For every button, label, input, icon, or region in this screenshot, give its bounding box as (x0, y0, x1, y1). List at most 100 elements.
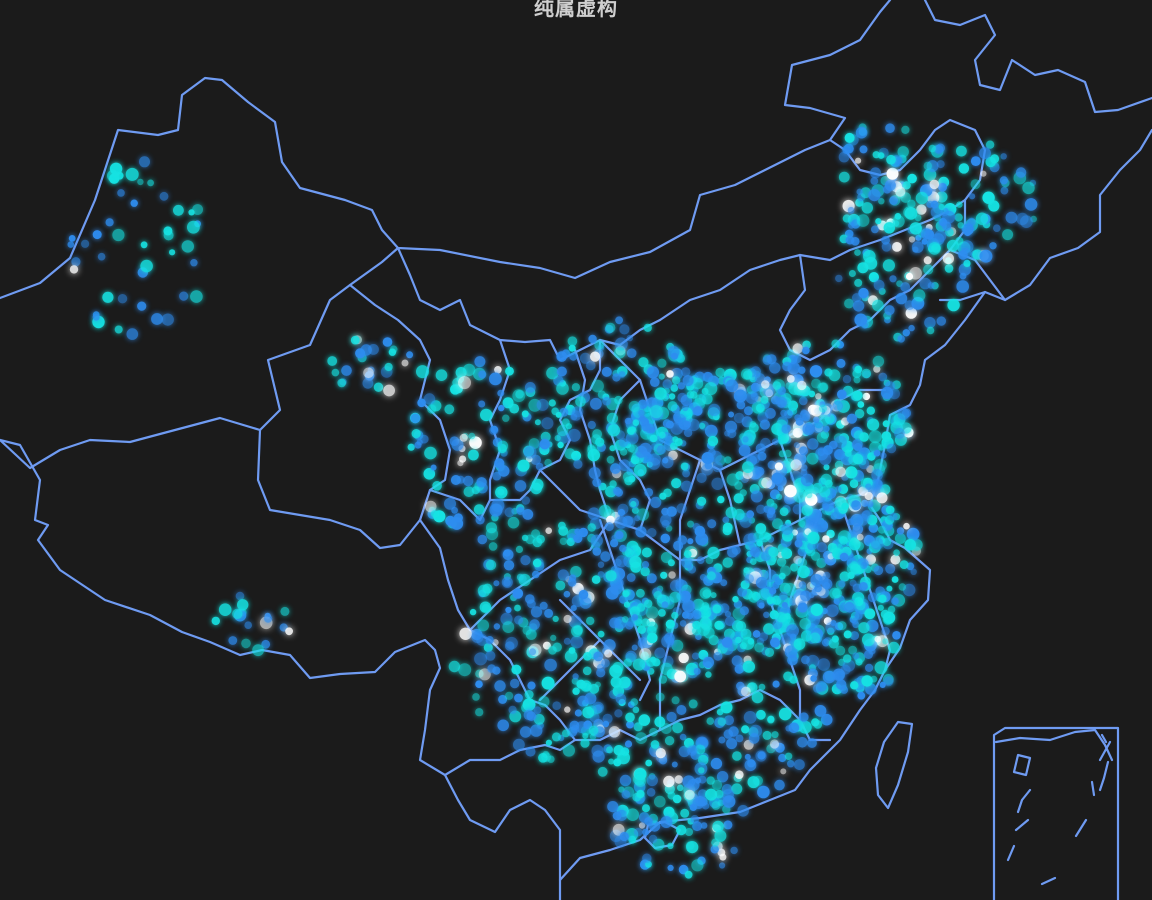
scatter-point (586, 360, 596, 371)
scatter-point (756, 709, 766, 720)
scatter-point (647, 625, 657, 636)
scatter-point (839, 552, 849, 562)
scatter-point (623, 601, 631, 608)
scatter-point (929, 179, 940, 190)
scatter-point (535, 462, 544, 471)
scatter-point (608, 758, 615, 765)
scatter-point (628, 400, 640, 412)
scatter-point (755, 523, 767, 534)
scatter-point (807, 542, 816, 551)
scatter-point (886, 154, 896, 165)
scatter-point (856, 188, 863, 195)
scatter-point (660, 723, 672, 734)
scatter-point (112, 228, 125, 242)
scatter-point (782, 361, 792, 372)
scatter-point (575, 396, 586, 407)
scatter-point (867, 452, 876, 461)
scatter-point (493, 580, 500, 587)
scatter-point (384, 362, 393, 372)
scatter-point (810, 675, 817, 682)
scatter-point (667, 864, 674, 872)
scatter-point (635, 732, 648, 744)
scatter-point (895, 292, 908, 305)
scatter-point (716, 771, 729, 783)
scatter-point (707, 546, 720, 560)
scatter-point (699, 737, 707, 746)
scatter-point (169, 249, 176, 256)
scatter-point (792, 427, 803, 438)
scatter-point (685, 828, 693, 836)
scatter-point (867, 592, 878, 603)
scatter-point (780, 565, 791, 577)
scatter-point (866, 465, 875, 474)
scatter-point (579, 352, 591, 364)
scatter-point (564, 706, 571, 713)
scatter-point (836, 358, 846, 368)
scatter-point (559, 537, 568, 545)
outer-border-northeast (923, 0, 1152, 114)
scatter-point (626, 808, 639, 821)
scatter-point (771, 438, 779, 446)
scatter-point (619, 676, 631, 689)
scatter-point (899, 560, 909, 569)
scatter-point (823, 571, 831, 580)
scatter-point (368, 344, 379, 355)
scatter-point (498, 404, 505, 412)
scatter-point (725, 616, 735, 627)
scatter-point (856, 533, 864, 541)
scatter-point (657, 358, 667, 368)
scatter-point (532, 570, 540, 579)
scatter-point (679, 620, 687, 627)
scatter-point (938, 203, 945, 211)
scatter-point (722, 522, 733, 533)
scatter-point (735, 636, 742, 644)
scatter-point (140, 241, 148, 249)
scatter-point (490, 425, 499, 434)
scatter-point (904, 539, 916, 551)
scatter-point (822, 670, 836, 684)
scatter-point (681, 480, 693, 492)
scatter-point (504, 507, 515, 518)
scatter-point (979, 147, 991, 160)
scatter-point (754, 642, 765, 653)
scatter-point (831, 339, 840, 348)
scatter-point (927, 282, 935, 289)
scatter-point (596, 668, 606, 678)
scatter-point (641, 561, 650, 569)
scatter-point (625, 712, 635, 723)
scatter-point (847, 206, 855, 214)
scatter-point (735, 770, 744, 779)
scatter-point (784, 645, 798, 659)
scatter-point (492, 471, 502, 481)
scatter-point (708, 403, 721, 416)
scatter-point (650, 496, 662, 508)
scatter-point (870, 177, 879, 185)
scatter-point (663, 775, 675, 788)
scatter-point (190, 290, 203, 303)
scatter-point (839, 571, 850, 582)
scatter-point (833, 598, 840, 605)
scatter-point (476, 477, 487, 488)
scatter-point (916, 204, 927, 215)
scatter-point (755, 576, 768, 589)
scatter-point (173, 204, 184, 216)
scatter-point (797, 547, 807, 557)
scatter-point (650, 377, 660, 388)
scatter-point (896, 527, 905, 535)
scatter-point (849, 479, 859, 489)
scatter-point (774, 779, 785, 791)
scatter-point (617, 508, 626, 517)
scatter-point (571, 625, 583, 637)
scatter-point (920, 228, 932, 240)
scatter-point (739, 642, 747, 650)
scatter-point (570, 605, 577, 612)
scatter-point (813, 416, 820, 423)
scatter-point (882, 537, 892, 547)
scatter-point (744, 574, 754, 584)
scatter-point (930, 200, 939, 209)
scatter-point (654, 387, 667, 400)
scatter-point (609, 664, 623, 678)
scatter-point (577, 695, 589, 707)
scatter-point (126, 328, 139, 340)
